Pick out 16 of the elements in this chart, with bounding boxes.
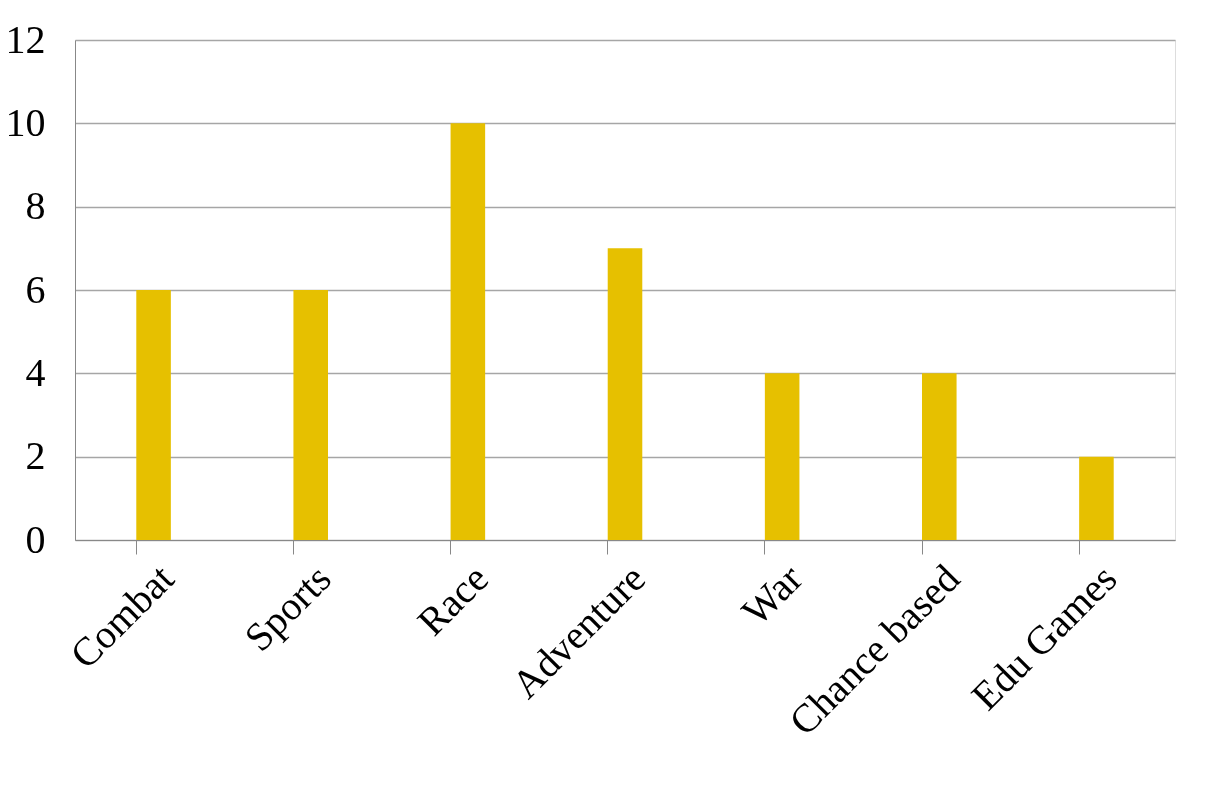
y-tick-label: 8 bbox=[25, 183, 46, 229]
bar bbox=[450, 123, 486, 540]
bar bbox=[922, 373, 957, 540]
y-tick-label: 0 bbox=[25, 516, 46, 562]
bar bbox=[1079, 456, 1114, 540]
y-tick-label: 12 bbox=[5, 16, 46, 62]
y-tick-label: 2 bbox=[25, 433, 46, 479]
bar bbox=[136, 290, 171, 540]
y-tick-label: 4 bbox=[25, 349, 46, 395]
bar bbox=[607, 248, 643, 540]
x-tick-label: Race bbox=[408, 555, 497, 645]
bar bbox=[293, 290, 328, 540]
y-tick-label: 6 bbox=[25, 266, 46, 312]
y-tick-label: 10 bbox=[5, 99, 46, 145]
bar bbox=[764, 373, 800, 540]
x-tick-label: War bbox=[732, 555, 812, 634]
